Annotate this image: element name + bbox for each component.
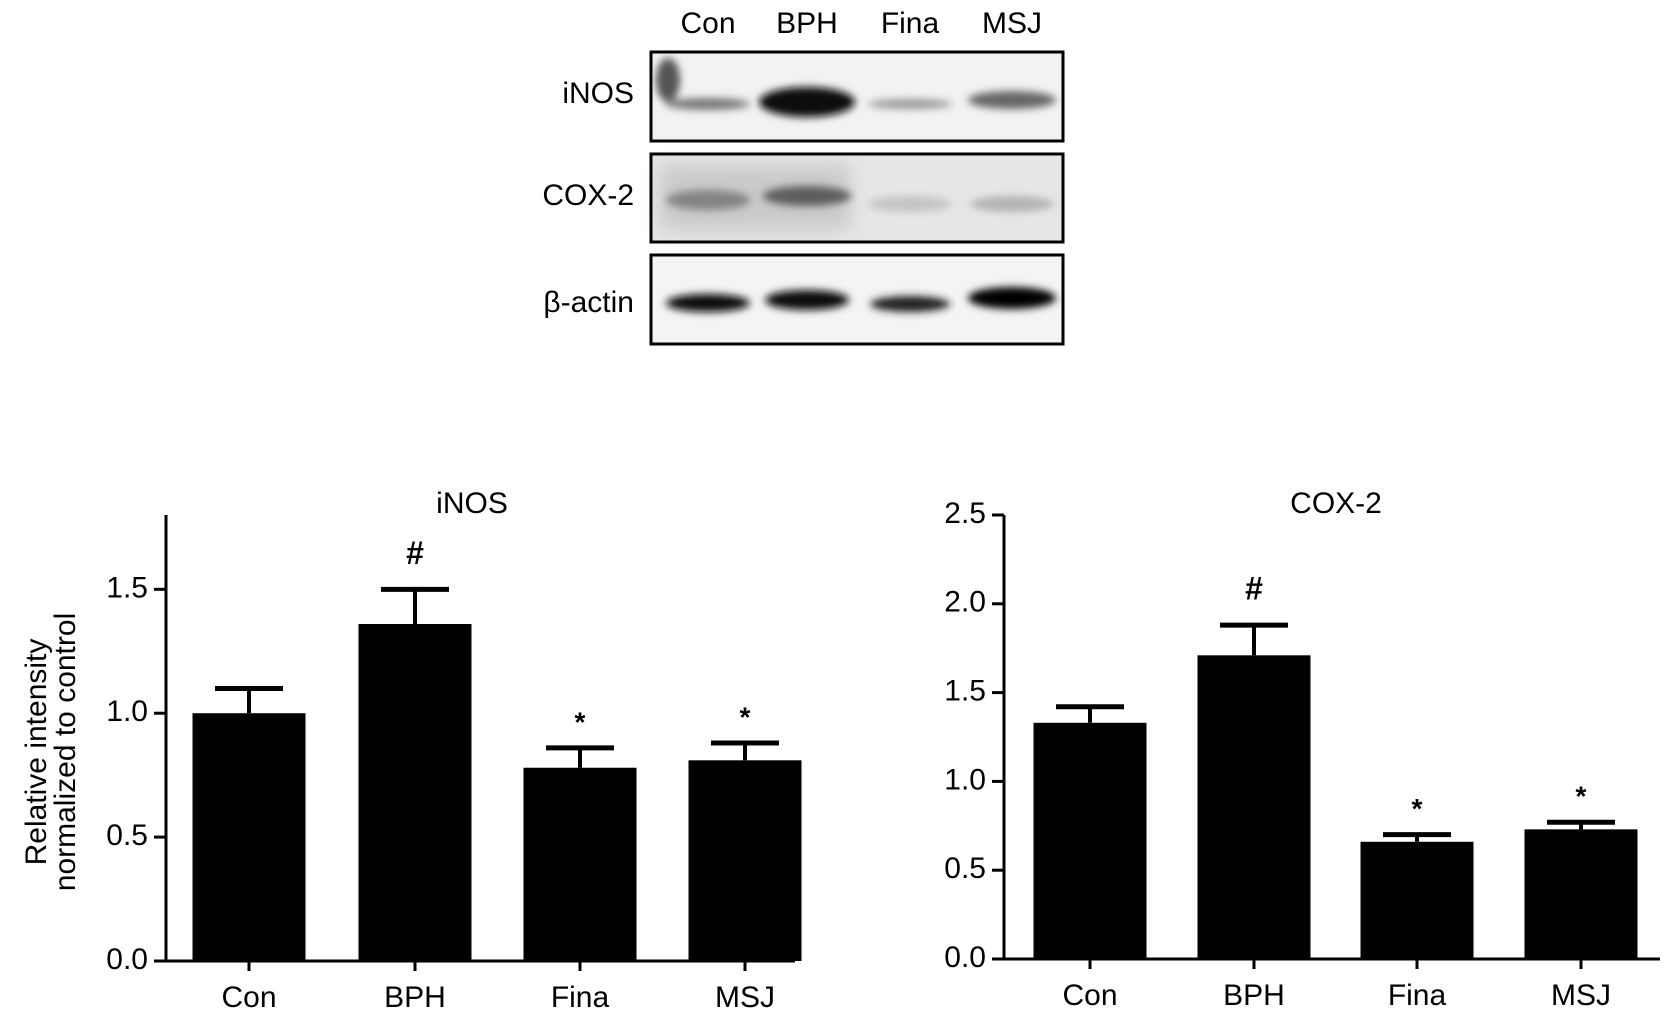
x-tick-label: Fina bbox=[551, 981, 610, 1014]
y-tick-label: 0.5 bbox=[944, 852, 986, 885]
band bbox=[666, 98, 750, 110]
lane-label: BPH bbox=[776, 7, 838, 40]
x-tick-label: Fina bbox=[1388, 979, 1447, 1012]
band bbox=[868, 99, 952, 109]
band bbox=[656, 58, 680, 102]
band bbox=[968, 91, 1056, 109]
bar bbox=[688, 760, 802, 961]
lane-label: Fina bbox=[881, 7, 940, 40]
y-axis-label: normalized to control bbox=[49, 613, 82, 891]
band bbox=[968, 287, 1056, 309]
band bbox=[868, 196, 952, 212]
chart-title: COX-2 bbox=[1290, 487, 1382, 520]
x-tick-label: MSJ bbox=[1551, 979, 1611, 1012]
row-label: COX-2 bbox=[542, 179, 634, 212]
x-tick-label: BPH bbox=[1223, 979, 1285, 1012]
background-noise bbox=[660, 165, 850, 230]
y-tick-label: 1.0 bbox=[106, 695, 148, 728]
bar bbox=[192, 713, 306, 961]
significance-mark: * bbox=[1412, 793, 1423, 824]
noise bbox=[660, 165, 850, 230]
y-tick-label: 0.0 bbox=[944, 941, 986, 974]
band bbox=[870, 296, 950, 312]
bar bbox=[1360, 841, 1474, 959]
western-blot: Con BPH Fina MSJ iNOS COX-2 β-actin bbox=[542, 7, 1065, 346]
bar bbox=[358, 624, 472, 961]
band bbox=[666, 294, 750, 312]
x-tick-label: MSJ bbox=[715, 981, 775, 1014]
band bbox=[759, 87, 855, 117]
row-label: β-actin bbox=[543, 286, 634, 319]
lane-label: MSJ bbox=[982, 7, 1042, 40]
bar bbox=[523, 767, 637, 961]
lane-label: Con bbox=[680, 7, 735, 40]
bar bbox=[1197, 655, 1311, 959]
significance-mark: # bbox=[406, 535, 424, 571]
bar bbox=[1524, 829, 1638, 959]
x-tick-label: Con bbox=[221, 981, 276, 1014]
significance-mark: # bbox=[1245, 571, 1263, 607]
chart-title: iNOS bbox=[436, 487, 508, 520]
x-tick-label: Con bbox=[1062, 979, 1117, 1012]
y-tick-label: 0.0 bbox=[106, 943, 148, 976]
y-tick-label: 0.5 bbox=[106, 819, 148, 852]
y-axis-label: Relative intensity bbox=[20, 639, 53, 866]
y-tick-label: 2.0 bbox=[944, 586, 986, 619]
y-tick-label: 2.5 bbox=[944, 497, 986, 530]
x-tick-label: BPH bbox=[384, 981, 446, 1014]
bar-chart: COX-2 0.0 0.5 1.0 1.5 2.0 2.5 Con BPH # Fina * MSJ * bbox=[944, 487, 1660, 1012]
y-tick-label: 1.5 bbox=[106, 571, 148, 604]
bar bbox=[1033, 722, 1147, 959]
y-tick-label: 1.0 bbox=[944, 763, 986, 796]
significance-mark: * bbox=[740, 701, 751, 732]
y-tick-label: 1.5 bbox=[944, 675, 986, 708]
band bbox=[970, 196, 1054, 212]
significance-mark: * bbox=[1576, 781, 1587, 812]
row-label: iNOS bbox=[562, 77, 634, 110]
significance-mark: * bbox=[575, 706, 586, 737]
band bbox=[765, 290, 849, 310]
